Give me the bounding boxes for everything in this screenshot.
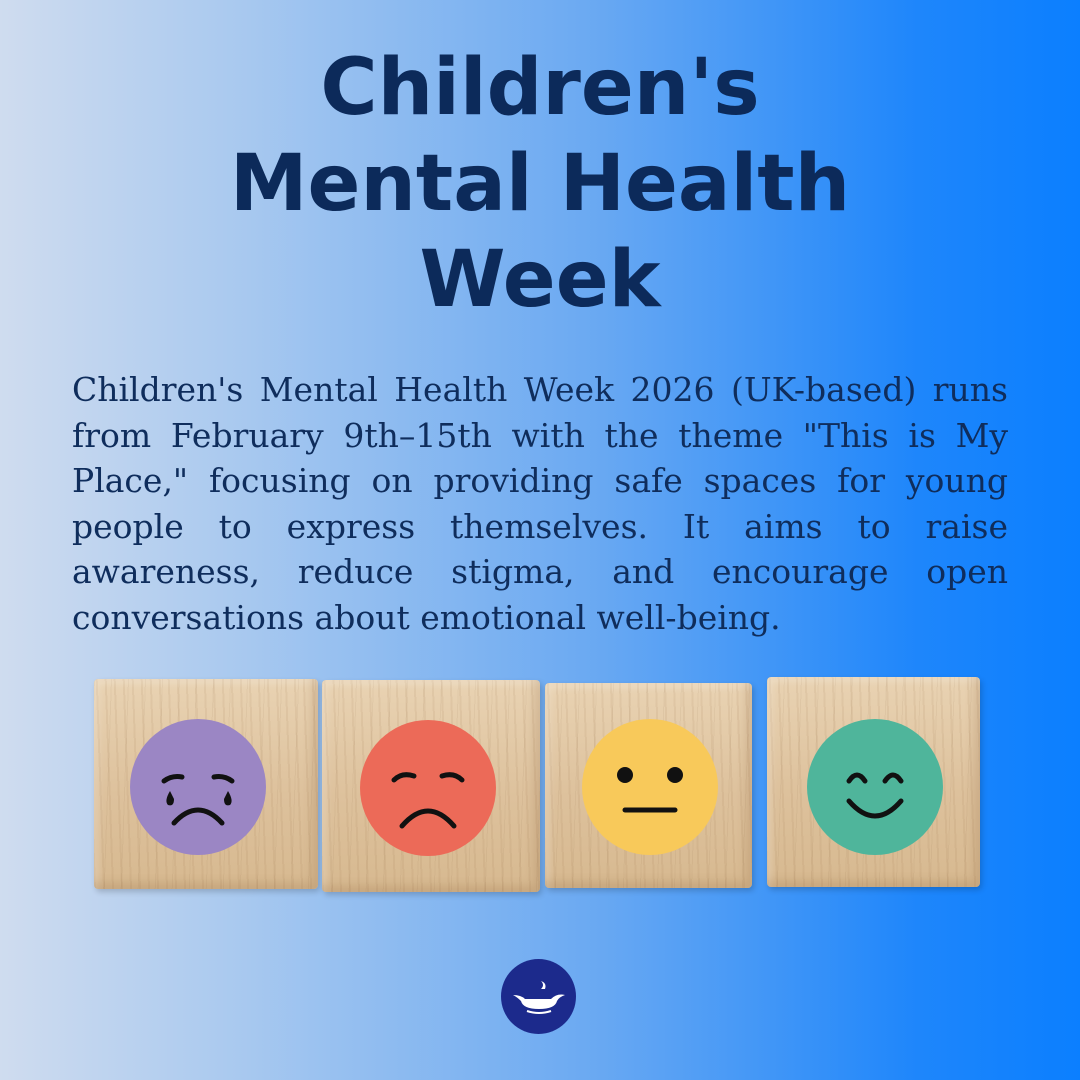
wooden-block-2 <box>322 680 540 892</box>
sad-face-icon <box>360 720 496 856</box>
lamp-logo-icon <box>501 959 576 1034</box>
happy-face-icon <box>807 719 943 855</box>
page-title: Children's Mental Health Week <box>0 40 1080 328</box>
neutral-face-icon <box>582 719 718 855</box>
wooden-block-4 <box>767 677 980 887</box>
wooden-block-1 <box>94 679 318 889</box>
crying-face-icon <box>130 719 266 855</box>
title-line-2: Mental Health <box>229 139 851 229</box>
description-text: Children's Mental Health Week 2026 (UK-b… <box>72 370 1008 637</box>
title-line-1: Children's <box>320 43 760 133</box>
wooden-block-3 <box>545 683 752 888</box>
title-line-3: Week <box>419 235 661 325</box>
